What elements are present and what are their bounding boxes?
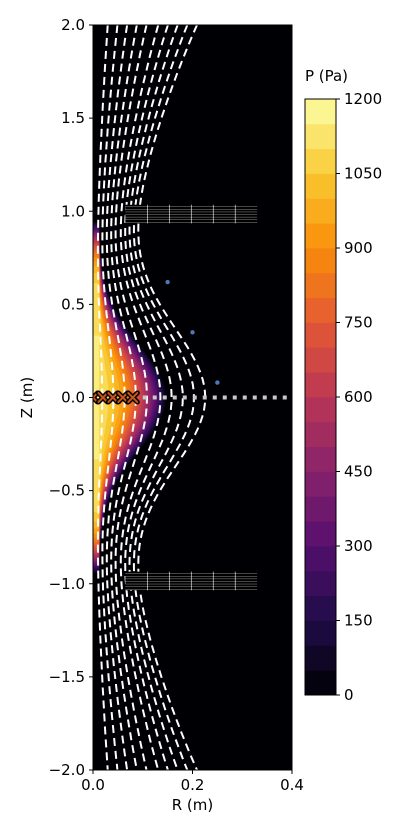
colorbar-band (305, 570, 336, 597)
colorbar-band (305, 272, 336, 299)
colorbar-tick-label: 300 (344, 537, 373, 555)
circle-marker (187, 326, 198, 338)
colorbar: 0 150 300 450 600 750 900 1050 1200 P (Pa) (304, 67, 382, 704)
y-tick-label: −1.5 (49, 668, 85, 686)
colorbar-ticks: 0 150 300 450 600 750 900 1050 1200 (336, 90, 382, 704)
x-marker (105, 390, 120, 405)
colorbar-band (305, 595, 336, 621)
colorbar-band (305, 496, 336, 522)
colorbar-band (305, 322, 336, 348)
y-tick-label: −2.0 (49, 761, 85, 779)
colorbar-band (305, 397, 336, 423)
colorbar-band (305, 546, 336, 572)
x-marker (93, 390, 100, 405)
y-tick-label: −0.5 (49, 482, 85, 500)
colorbar-band (305, 99, 336, 125)
colorbar-tick-label: 450 (344, 463, 373, 481)
colorbar-band (305, 446, 336, 472)
colorbar-tick-label: 750 (344, 314, 373, 332)
x-tick-label: 0.4 (280, 776, 304, 794)
colorbar-band (305, 471, 336, 497)
colorbar-bands (305, 99, 336, 696)
flux-line (101, 25, 119, 770)
colorbar-label: P (Pa) (305, 67, 348, 85)
colorbar-band (305, 421, 336, 448)
colorbar-band (305, 248, 336, 274)
circle-marker (211, 377, 223, 389)
x-marker-stroke (127, 392, 139, 403)
colorbar-tick-label: 150 (344, 612, 373, 630)
colorbar-tick-label: 1200 (344, 90, 382, 108)
x-marker-stroke (93, 392, 99, 403)
circle-marker-inner (190, 330, 195, 335)
coil-block (125, 204, 258, 224)
colorbar-band (305, 123, 336, 150)
y-tick-label: −1.0 (49, 575, 85, 593)
flux-line (96, 25, 109, 770)
colorbar-band (305, 521, 336, 547)
colorbar-band (305, 223, 336, 249)
x-axis-label: R (m) (172, 796, 214, 814)
x-marker (95, 390, 110, 405)
colorbar-band (305, 347, 336, 373)
flux-line (114, 25, 149, 770)
y-tick-label: 1.0 (61, 202, 85, 220)
x-tick-label: 0.0 (81, 776, 105, 794)
y-tick-label: 0.0 (61, 389, 85, 407)
flux-line (119, 25, 162, 770)
y-axis-ticks: 2.0 1.5 1.0 0.5 0.0 −0.5 −1.0 −1.5 −2.0 (49, 16, 93, 779)
coil-block (125, 571, 258, 591)
coil-blocks (125, 204, 258, 591)
x-axis-ticks: 0.0 0.2 0.4 (81, 770, 304, 794)
x-marker-stroke (97, 392, 109, 403)
colorbar-band (305, 198, 336, 224)
colorbar-band (305, 173, 336, 199)
colorbar-band (305, 670, 336, 696)
colorbar-tick-label: 0 (344, 686, 354, 704)
colorbar-tick-label: 900 (344, 239, 373, 257)
x-marker-stroke (107, 392, 119, 403)
circle-marker (162, 276, 174, 288)
circle-marker-inner (215, 380, 220, 385)
y-tick-label: 2.0 (61, 16, 85, 34)
colorbar-tick-label: 1050 (344, 165, 382, 183)
x-tick-label: 0.2 (181, 776, 205, 794)
x-marker-stroke (117, 392, 129, 403)
colorbar-tick-label: 600 (344, 388, 373, 406)
x-marker (115, 390, 130, 405)
y-tick-label: 0.5 (61, 295, 85, 313)
markers (93, 276, 223, 405)
flux-line (110, 25, 138, 770)
flux-line (105, 25, 129, 770)
circle-marker-inner (165, 279, 170, 285)
colorbar-band (305, 297, 336, 323)
x-marker (125, 390, 140, 405)
colorbar-band (305, 645, 336, 671)
flux-line (124, 25, 173, 770)
colorbar-band (305, 372, 336, 398)
y-axis-label: Z (m) (18, 377, 36, 418)
colorbar-band (305, 620, 336, 646)
colorbar-band (305, 148, 336, 174)
y-tick-label: 1.5 (61, 109, 85, 127)
plot-area: 0.0 0.2 0.4 2.0 1.5 1.0 0.5 0.0 −0.5 −1.0 −1.5 −2.… (18, 16, 304, 814)
